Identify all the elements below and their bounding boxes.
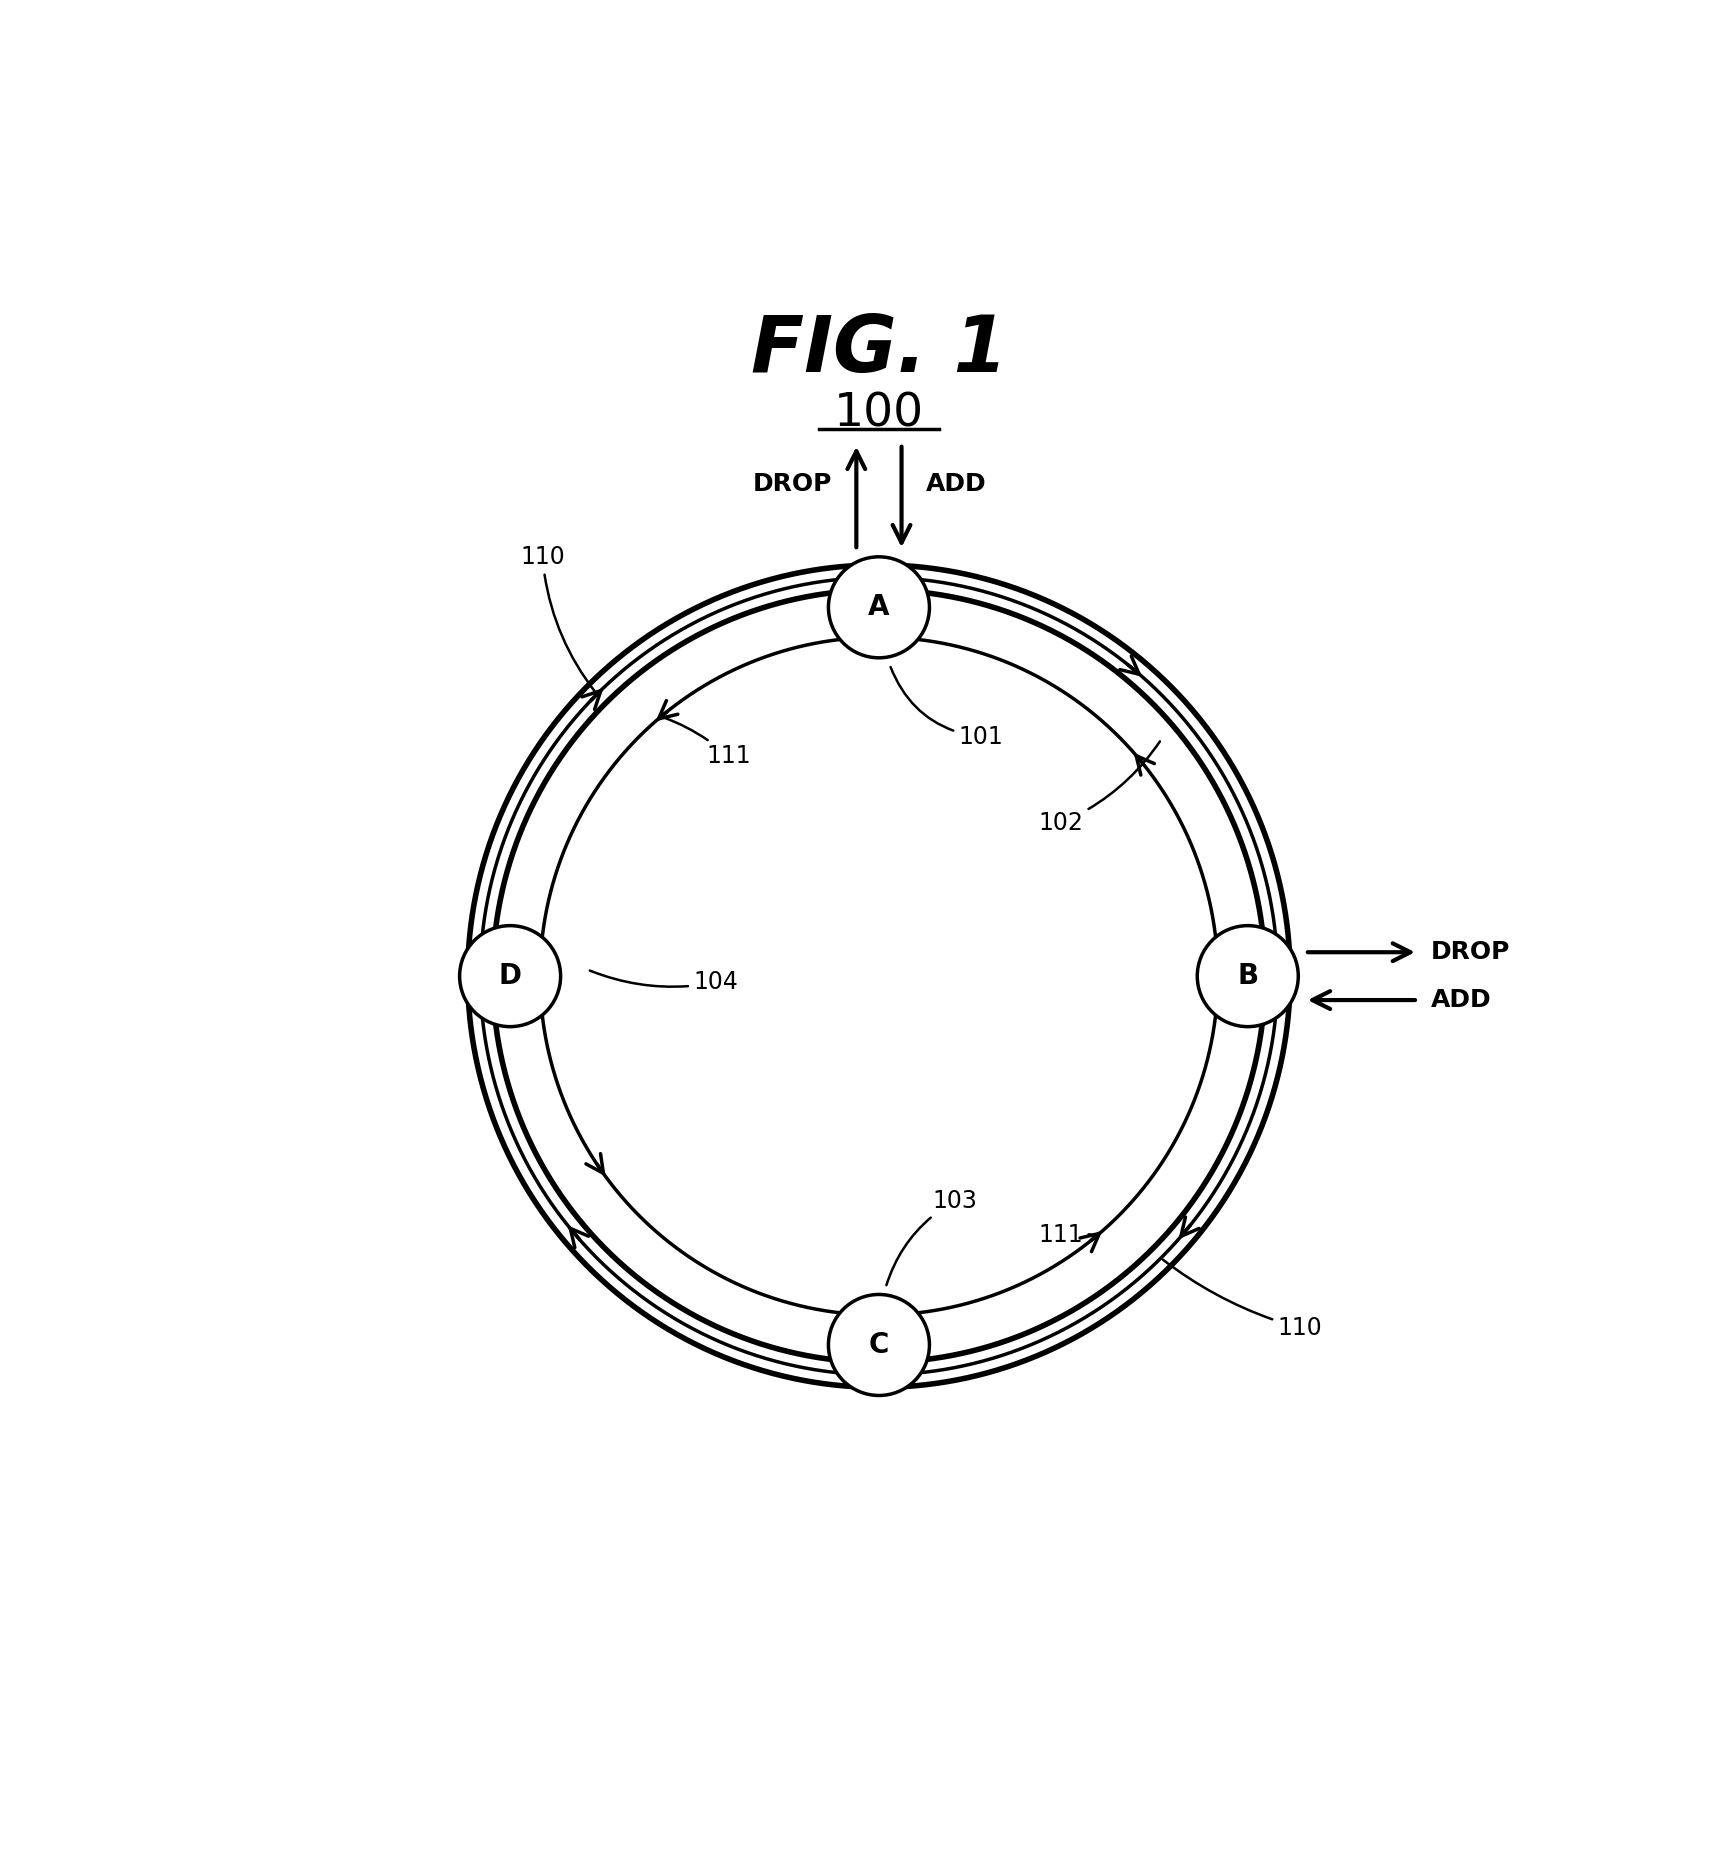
Circle shape bbox=[828, 556, 929, 658]
Text: 110: 110 bbox=[1162, 1261, 1321, 1340]
Text: D: D bbox=[499, 962, 521, 990]
Text: 110: 110 bbox=[519, 545, 595, 692]
Text: DROP: DROP bbox=[752, 471, 831, 495]
Text: FIG. 1: FIG. 1 bbox=[751, 311, 1006, 387]
Circle shape bbox=[459, 925, 560, 1027]
Text: 101: 101 bbox=[890, 667, 1003, 749]
Text: B: B bbox=[1236, 962, 1258, 990]
Text: ADD: ADD bbox=[926, 471, 986, 495]
Text: DROP: DROP bbox=[1431, 940, 1510, 964]
Text: 104: 104 bbox=[590, 970, 739, 994]
Text: 111: 111 bbox=[663, 717, 751, 769]
Text: C: C bbox=[869, 1331, 888, 1359]
Text: 100: 100 bbox=[833, 391, 924, 436]
Text: 111: 111 bbox=[1039, 1224, 1094, 1248]
Text: A: A bbox=[867, 593, 890, 621]
Text: ADD: ADD bbox=[1431, 988, 1491, 1012]
Text: 102: 102 bbox=[1039, 742, 1159, 834]
Text: 103: 103 bbox=[886, 1188, 977, 1285]
Circle shape bbox=[828, 1294, 929, 1396]
Circle shape bbox=[1196, 925, 1297, 1027]
